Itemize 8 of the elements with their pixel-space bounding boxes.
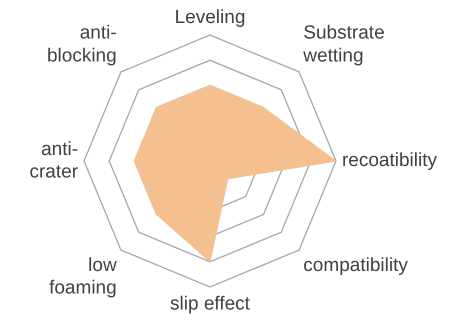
spoke-label: anti- crater <box>29 138 79 183</box>
spoke-label: slip effect <box>170 294 251 315</box>
spoke-label: Substrate wetting <box>302 22 385 67</box>
spoke-label: anti- blocking <box>46 22 117 67</box>
spoke-label: compatibility <box>303 254 408 276</box>
spoke-label: low foaming <box>49 254 117 299</box>
spoke-label: recoatibility <box>342 150 438 172</box>
spoke-label: Leveling <box>174 6 246 28</box>
